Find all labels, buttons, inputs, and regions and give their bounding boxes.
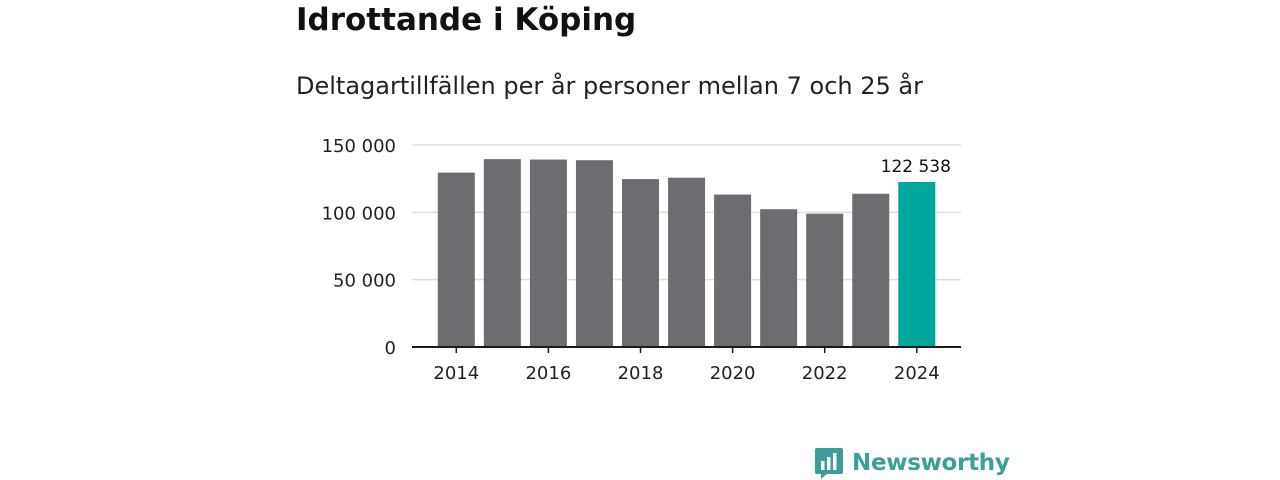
- x-tick-label: 2020: [710, 363, 756, 384]
- brand-name: Newsworthy: [852, 450, 1010, 476]
- bar-2024[interactable]: [898, 181, 936, 347]
- labels: 0 50 000 100 000 150 000 2014 2016 2018 2020 202…: [322, 136, 951, 384]
- x-tick-label: 2018: [618, 363, 664, 384]
- y-tick-label: 150 000: [322, 136, 396, 157]
- bar-2014[interactable]: [437, 172, 475, 347]
- newsworthy-logo[interactable]: Newsworthy: [814, 446, 1010, 480]
- bar-2022[interactable]: [806, 213, 844, 347]
- y-tick-label: 100 000: [322, 203, 396, 224]
- x-tick-label: 2024: [894, 363, 940, 384]
- bar-2017[interactable]: [575, 160, 613, 347]
- newsworthy-logo-icon: [815, 448, 843, 479]
- x-tick-label: 2022: [802, 363, 848, 384]
- x-tick-label: 2014: [433, 363, 479, 384]
- axes: [412, 346, 961, 353]
- y-tick-label: 0: [385, 338, 396, 359]
- chart-subtitle: Deltagartillfällen per år personer mella…: [296, 72, 923, 100]
- bar-2018[interactable]: [622, 179, 659, 347]
- bar-2021[interactable]: [760, 209, 798, 347]
- x-tick-label: 2016: [525, 363, 571, 384]
- bars: [437, 159, 936, 347]
- bar-2023[interactable]: [852, 193, 890, 347]
- bar-2020[interactable]: [714, 194, 752, 347]
- chart-title: Idrottande i Köping: [296, 2, 637, 38]
- bar-2016[interactable]: [529, 159, 567, 347]
- bar-2015[interactable]: [483, 159, 521, 347]
- y-tick-label: 50 000: [333, 271, 396, 292]
- bar-2019[interactable]: [668, 177, 706, 347]
- highlight-value-label: 122 538: [881, 157, 951, 177]
